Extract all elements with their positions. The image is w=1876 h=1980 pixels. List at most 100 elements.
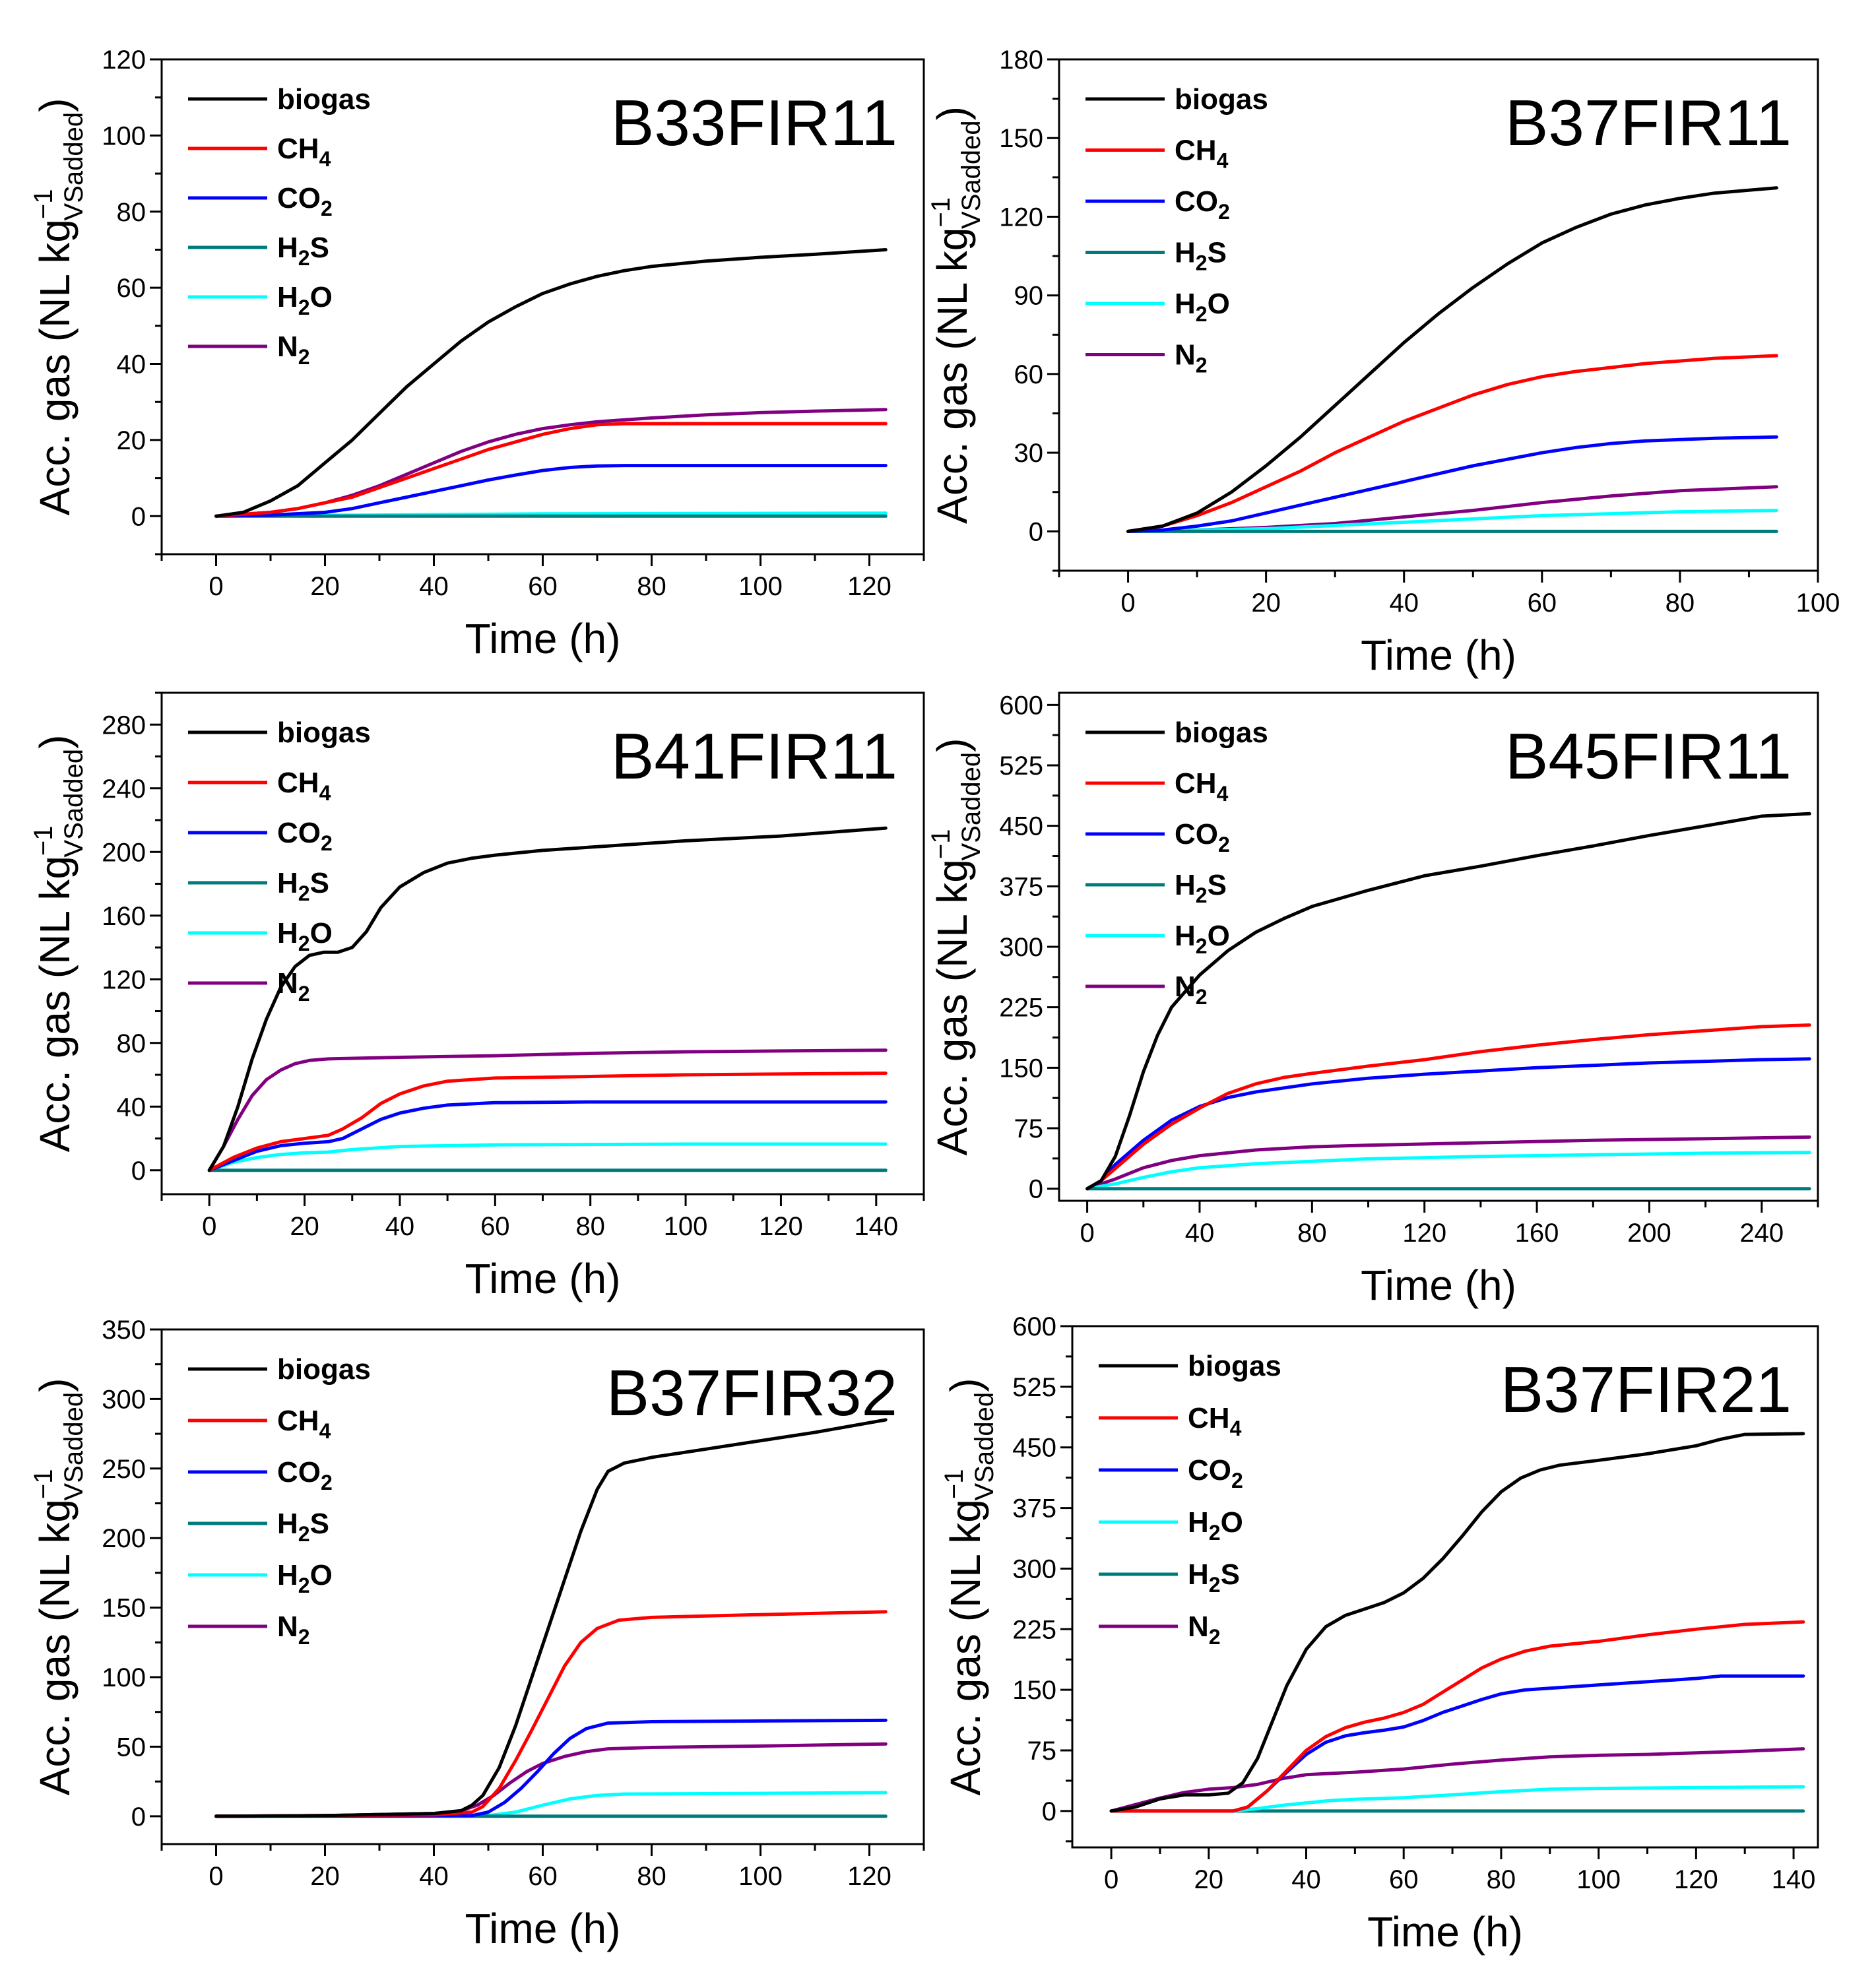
y-tick-label: 350 (102, 1316, 146, 1345)
legend: biogas CH4 CO2 H2S H2O N2 (188, 83, 371, 369)
series-line-co2 (1109, 1674, 1805, 1813)
y-tick-label: 300 (1012, 1554, 1056, 1583)
x-tick-label: 100 (738, 572, 783, 601)
legend-label-n2: N2 (277, 967, 310, 1006)
legend-label-co2: CO2 (1188, 1454, 1243, 1492)
legend-label-ch4: CH4 (1188, 1402, 1242, 1440)
y-tick-label: 600 (1012, 1312, 1056, 1341)
series-line-h2o (1109, 1785, 1805, 1813)
legend-label-biogas: biogas (1175, 717, 1268, 749)
x-axis-title: Time (h) (1367, 1908, 1523, 1956)
y-tick-label: 60 (1014, 360, 1044, 389)
y-tick-label: 450 (999, 812, 1043, 841)
x-tick-label: 60 (480, 1212, 510, 1241)
y-tick-label: 30 (1014, 439, 1044, 468)
x-tick-label: 20 (1251, 589, 1281, 618)
x-tick-label: 100 (664, 1212, 708, 1241)
x-axis-title: Time (h) (1361, 631, 1516, 679)
x-tick-label: 0 (1080, 1219, 1094, 1248)
legend-label-biogas: biogas (277, 1353, 371, 1386)
series-line-n2 (214, 408, 888, 518)
legend-label-biogas: biogas (277, 83, 371, 115)
x-tick-label: 120 (847, 1862, 891, 1891)
y-tick-label: 200 (102, 1524, 146, 1553)
y-tick-label: 150 (1012, 1676, 1056, 1705)
y-tick-label: 180 (999, 46, 1043, 75)
legend-label-h2s: H2S (1188, 1558, 1240, 1597)
series-line-n2 (1126, 485, 1778, 533)
x-tick-label: 40 (419, 572, 449, 601)
y-axis-title: Acc. gas (NL kg−1VSadded) (926, 106, 986, 524)
y-tick-label: 525 (1012, 1373, 1056, 1402)
legend-label-h2s: H2S (1175, 237, 1227, 275)
series-line-biogas (207, 826, 888, 1172)
legend-label-ch4: CH4 (277, 767, 331, 805)
y-tick-label: 60 (117, 274, 146, 303)
legend: biogas CH4 CO2 H2S H2O N2 (188, 1353, 371, 1649)
series-group (207, 826, 888, 1172)
y-tick-label: 225 (999, 994, 1043, 1023)
y-tick-label: 280 (102, 711, 146, 740)
legend-label-ch4: CH4 (1175, 135, 1229, 173)
series-group (1109, 1432, 1805, 1813)
x-tick-label: 0 (209, 572, 223, 601)
x-tick-label: 80 (1297, 1219, 1327, 1248)
plot-frame (1071, 1325, 1819, 1849)
legend-label-biogas: biogas (1175, 83, 1268, 115)
series-line-n2 (1085, 1135, 1811, 1191)
y-tick-label: 0 (1029, 517, 1043, 546)
legend-label-n2: N2 (1175, 971, 1208, 1009)
series-line-ch4 (1085, 1023, 1811, 1191)
x-tick-label: 80 (575, 1212, 605, 1241)
series-line-h2o (207, 1142, 888, 1172)
legend-label-biogas: biogas (277, 717, 371, 749)
y-tick-label: 225 (1012, 1615, 1056, 1644)
y-tick-label: 80 (117, 198, 146, 227)
series-line-ch4 (214, 1610, 888, 1818)
series-group (1126, 186, 1778, 533)
legend-label-h2o: H2O (1188, 1506, 1243, 1545)
x-tick-label: 120 (847, 572, 891, 601)
legend-label-h2o: H2O (277, 1559, 333, 1597)
legend: biogas CH4 CO2 H2S H2O N2 (1085, 83, 1268, 377)
chart-panel-6: 0 20 40 60 80 100 120 140 0 75 150 225 300 375 450 525 6… (940, 1312, 1819, 1956)
y-tick-label: 120 (102, 965, 146, 994)
y-tick-label: 0 (131, 1157, 146, 1186)
x-tick-label: 120 (1674, 1865, 1718, 1894)
x-tick-label: 80 (1487, 1865, 1516, 1894)
legend-label-biogas: biogas (1188, 1350, 1281, 1382)
series-line-biogas (214, 1418, 888, 1818)
panel-title: B41FIR11 (611, 720, 897, 792)
legend-label-co2: CO2 (277, 1456, 333, 1494)
series-line-co2 (1085, 1057, 1811, 1191)
series-line-n2 (1109, 1747, 1805, 1813)
y-tick-label: 40 (117, 350, 146, 379)
x-tick-label: 20 (310, 1862, 340, 1891)
y-tick-label: 600 (999, 691, 1043, 720)
plot-frame (1058, 58, 1819, 572)
series-line-biogas (1109, 1432, 1805, 1813)
y-axis-title: Acc. gas (NL kg−1VSadded) (29, 1378, 88, 1796)
series-line-h2o (1126, 509, 1778, 533)
chart-panel-2: 0 20 40 60 80 100 0 30 60 90 120 150 180 Time (h) Acc.… (926, 46, 1840, 679)
y-tick-label: 200 (102, 838, 146, 867)
series-group (1085, 812, 1811, 1191)
x-axis-title: Time (h) (1361, 1261, 1516, 1309)
series-line-ch4 (214, 422, 888, 518)
legend-label-h2s: H2S (1175, 869, 1227, 907)
x-tick-label: 0 (209, 1862, 223, 1891)
legend-label-h2o: H2O (1175, 288, 1230, 326)
y-tick-label: 150 (102, 1594, 146, 1623)
chart-panel-5: 0 20 40 60 80 100 120 0 50 100 150 200 250 300 350 Time… (29, 1316, 925, 1952)
legend: biogas CH4 CO2 H2O H2S N2 (1099, 1350, 1281, 1649)
x-tick-label: 20 (1194, 1865, 1224, 1894)
x-tick-label: 80 (637, 1862, 666, 1891)
legend-label-ch4: CH4 (1175, 767, 1229, 806)
x-tick-label: 140 (854, 1212, 898, 1241)
y-tick-label: 150 (999, 1054, 1043, 1083)
x-tick-label: 100 (1796, 589, 1840, 618)
legend-label-h2s: H2S (277, 867, 329, 905)
y-tick-label: 120 (102, 46, 146, 75)
y-tick-label: 75 (1027, 1737, 1057, 1766)
y-tick-label: 120 (999, 203, 1043, 232)
